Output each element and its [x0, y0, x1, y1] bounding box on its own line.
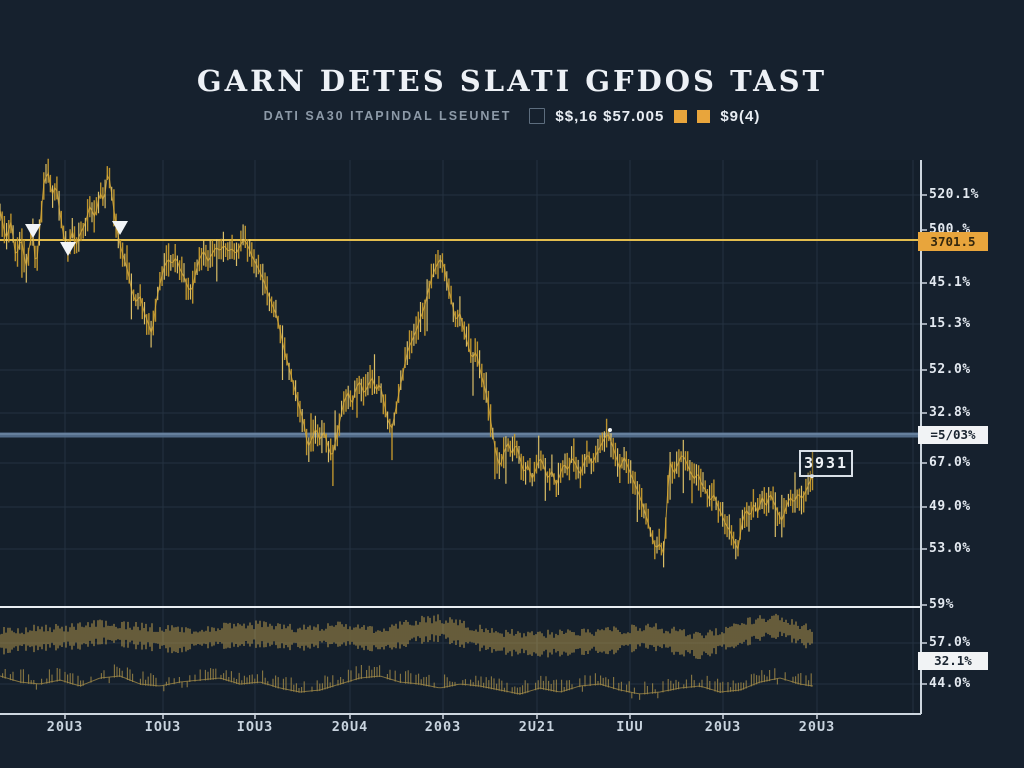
- y-axis-label: 57.0%: [929, 635, 971, 650]
- x-axis-label: IOU3: [236, 719, 274, 735]
- price-badge-orange: 3701.5: [918, 232, 988, 251]
- down-triangle-marker: [60, 242, 76, 256]
- y-axis-label: 67.0%: [929, 455, 971, 470]
- price-badge-white: =5/03%: [918, 426, 988, 444]
- x-axis-label: 2U21: [518, 719, 556, 735]
- legend-value-primary: $$,16 $57.005: [555, 107, 665, 125]
- x-axis-label: 20U4: [331, 719, 369, 735]
- y-axis-label: 520.1%: [929, 187, 979, 202]
- legend-row: DATI SA30 ITAPINDAL LSEUNET $$,16 $57.00…: [0, 105, 1024, 127]
- y-axis-label: 32.8%: [929, 405, 971, 420]
- y-axis-label: 44.0%: [929, 676, 971, 691]
- y-axis-label: 52.0%: [929, 362, 971, 377]
- x-axis-label: 20U3: [46, 719, 84, 735]
- page-title: GARN DETES SLATI GFDOS TAST: [196, 64, 828, 98]
- y-axis-label: 59%: [929, 597, 954, 612]
- x-axis-label: 20U3: [704, 719, 742, 735]
- price-badge-white: 32.1%: [918, 652, 988, 670]
- y-axis-label: 15.3%: [929, 316, 971, 331]
- x-axis-label: IUU: [616, 719, 644, 735]
- y-axis-label: 49.0%: [929, 499, 971, 514]
- x-axis-label: 2003: [424, 719, 462, 735]
- last-price-callout: 3931: [799, 450, 853, 477]
- legend-checkbox-icon[interactable]: [529, 108, 546, 124]
- y-axis-label: 45.1%: [929, 275, 971, 290]
- legend-square-icon: [674, 109, 688, 123]
- y-axis-label: 53.0%: [929, 541, 971, 556]
- legend-square-icon: [697, 109, 711, 123]
- x-axis-label: IOU3: [144, 719, 182, 735]
- x-axis-label: 20U3: [798, 719, 836, 735]
- legend-value-secondary: $9(4): [720, 107, 761, 125]
- down-triangle-marker: [112, 221, 128, 235]
- chart-subtitle: DATI SA30 ITAPINDAL LSEUNET: [263, 109, 512, 123]
- down-triangle-marker: [25, 224, 41, 238]
